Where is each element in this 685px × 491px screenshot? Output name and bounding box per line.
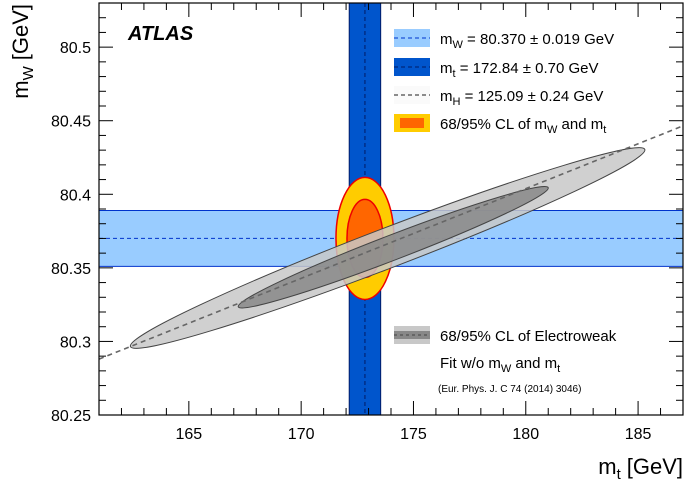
ew-fit-68cl-ellipse xyxy=(237,186,549,309)
y-tick-label: 80.35 xyxy=(51,261,91,278)
plot-area xyxy=(99,3,683,415)
mh-line xyxy=(99,125,683,360)
x-tick-label: 180 xyxy=(512,426,539,443)
x-tick-label: 165 xyxy=(175,426,202,443)
experiment-label: ATLAS xyxy=(127,23,194,45)
legend-label: mW = 80.370 ± 0.019 GeV xyxy=(440,31,614,51)
legend-label: mt = 172.84 ± 0.70 GeV xyxy=(440,60,598,80)
y-axis-title: mW[GeV] xyxy=(8,4,37,99)
x-tick-label: 170 xyxy=(288,426,315,443)
x-tick-label: 185 xyxy=(625,426,652,443)
y-tick-label: 80.3 xyxy=(60,334,91,351)
y-tick-label: 80.45 xyxy=(51,114,91,131)
y-tick-label: 80.5 xyxy=(60,40,91,57)
legend: mW = 80.370 ± 0.019 GeV mt = 172.84 ± 0.7… xyxy=(394,29,617,395)
axes: 165 170 175 180 185 80.25 80.3 80.35 80.4 80.45 80… xyxy=(8,2,684,483)
legend2-line1: 68/95% CL of Electroweak xyxy=(440,328,617,345)
x-axis-title: mt [GeV] xyxy=(598,454,683,483)
legend-symbol-68cl xyxy=(400,118,424,128)
legend-label: mH = 125.09 ± 0.24 GeV xyxy=(440,88,603,108)
y-tick-label: 80.25 xyxy=(51,408,91,425)
legend-label: 68/95% CL of mW and mt xyxy=(440,116,606,136)
legend2-citation: (Eur. Phys. J. C 74 (2014) 3046) xyxy=(438,384,581,395)
x-tick-label: 175 xyxy=(400,426,427,443)
legend2-line2: Fit w/o mW and mt xyxy=(440,355,560,375)
y-tick-label: 80.4 xyxy=(60,187,91,204)
